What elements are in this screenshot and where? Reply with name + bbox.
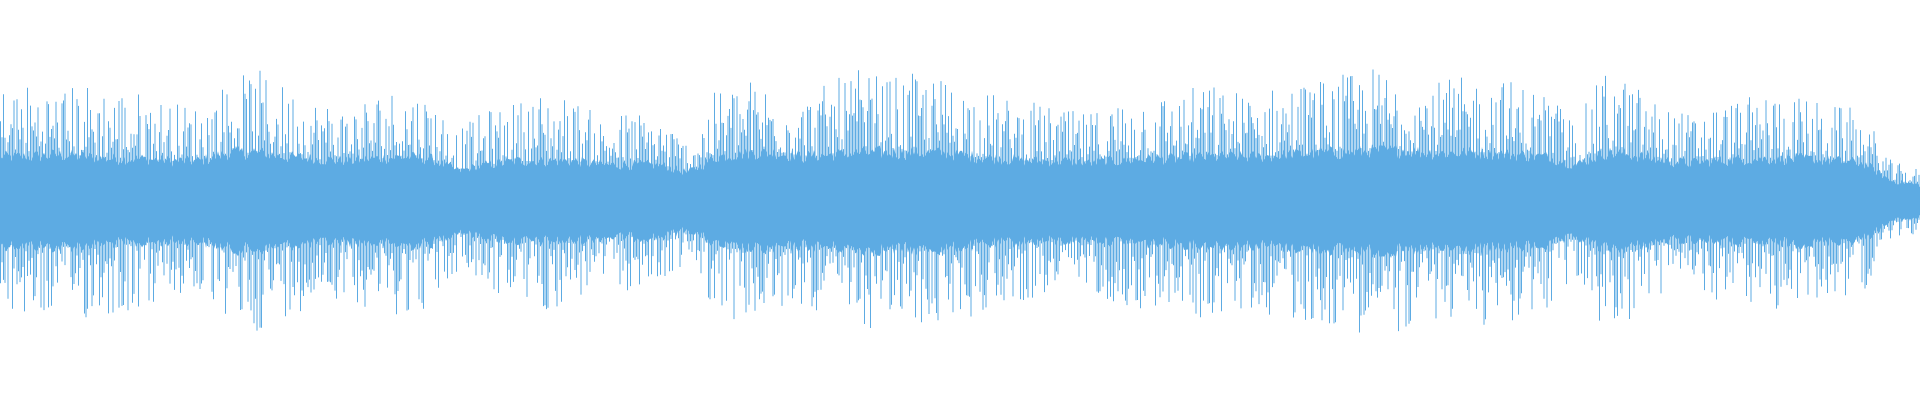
waveform-peaks [0,69,1920,333]
